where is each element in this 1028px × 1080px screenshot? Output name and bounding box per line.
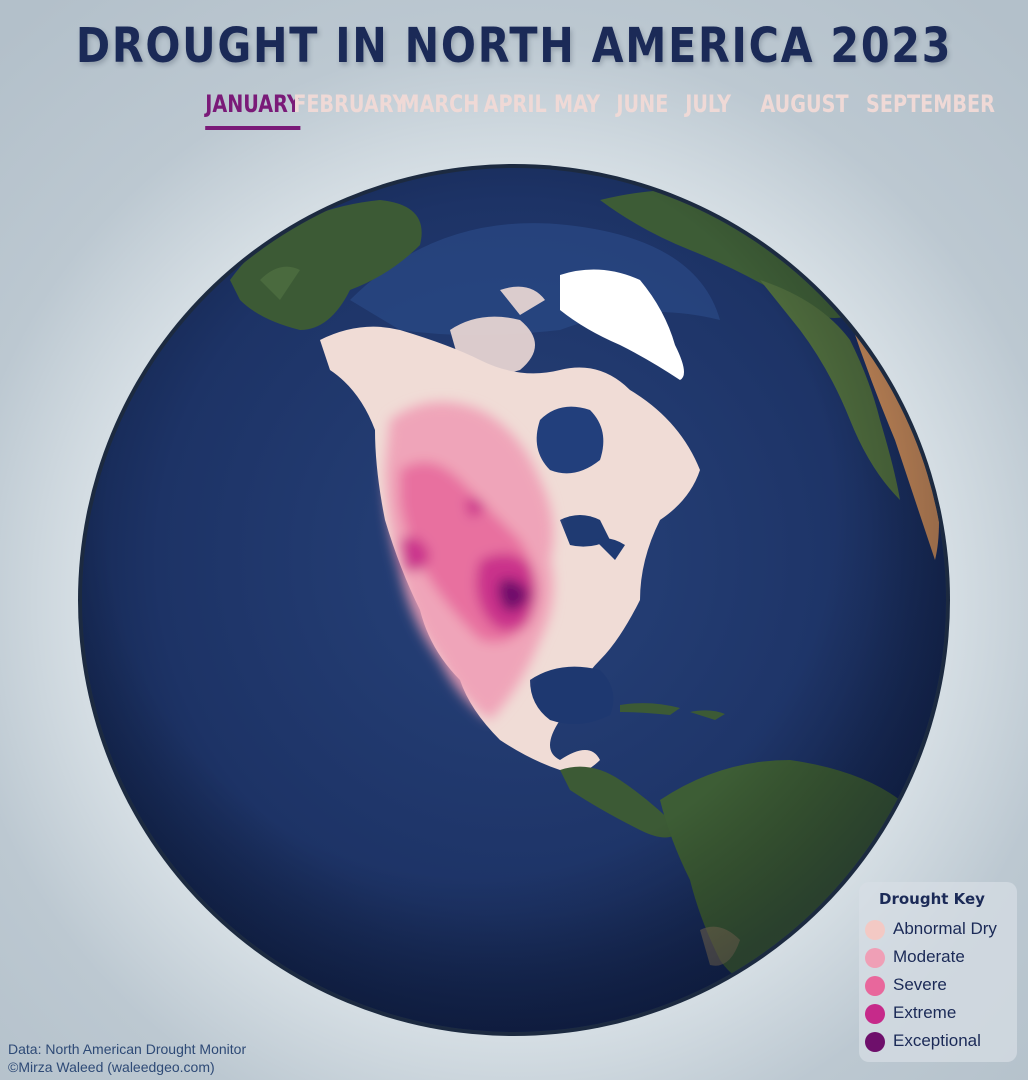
tab-july[interactable]: JULY bbox=[685, 90, 732, 118]
tab-april[interactable]: APRIL bbox=[483, 90, 547, 118]
month-tabs: JANUARY FEBRUARY MARCH APRIL MAY JUNE JU… bbox=[103, 90, 995, 130]
tab-september[interactable]: SEPTEMBER bbox=[866, 90, 995, 118]
legend-label: Severe bbox=[893, 975, 947, 994]
drought-legend: Drought Key Abnormal Dry Moderate Severe… bbox=[859, 882, 1017, 1062]
legend-title: Drought Key bbox=[879, 890, 985, 908]
legend-label: Abnormal Dry bbox=[893, 919, 997, 938]
page-title: DROUGHT IN NORTH AMERICA 2023 bbox=[75, 18, 953, 74]
swatch bbox=[865, 1004, 885, 1024]
tab-march[interactable]: MARCH bbox=[400, 90, 480, 118]
tab-may[interactable]: MAY bbox=[554, 90, 601, 118]
tab-february[interactable]: FEBRUARY bbox=[293, 90, 407, 118]
swatch bbox=[865, 1032, 885, 1052]
legend-label: Exceptional bbox=[893, 1031, 981, 1050]
tab-june[interactable]: JUNE bbox=[616, 90, 669, 118]
swatch bbox=[865, 976, 885, 996]
author-credit: ©Mirza Waleed (waleedgeo.com) bbox=[8, 1059, 215, 1075]
legend-label: Extreme bbox=[893, 1003, 957, 1022]
tab-august[interactable]: AUGUST bbox=[760, 90, 849, 118]
credits: Data: North American Drought Monitor ©Mi… bbox=[8, 1040, 246, 1076]
legend-label: Moderate bbox=[893, 947, 965, 966]
swatch bbox=[865, 920, 885, 940]
tab-january[interactable]: JANUARY bbox=[205, 90, 302, 130]
data-source: Data: North American Drought Monitor bbox=[8, 1041, 247, 1057]
swatch bbox=[865, 948, 885, 968]
